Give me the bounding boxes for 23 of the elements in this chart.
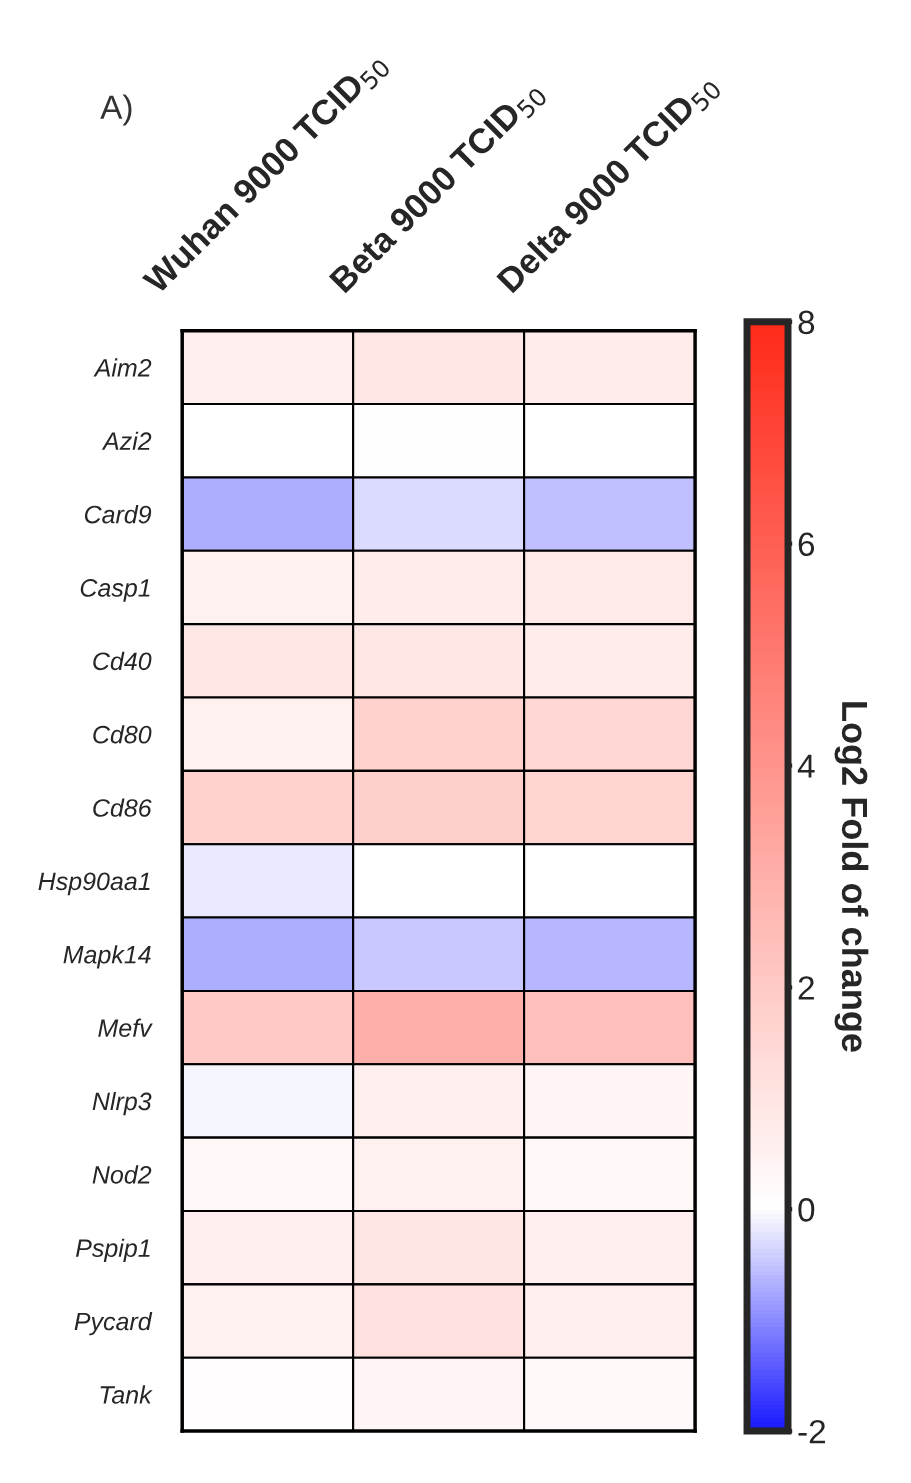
y-tick-label: Aim2: [93, 358, 152, 377]
y-tick-label: Cd86: [93, 798, 152, 817]
y-tick-label: Card9: [84, 505, 152, 524]
color-bar-label: 2: [798, 976, 814, 1000]
y-tick-label: Mefv: [98, 1018, 153, 1037]
y-tick-label: Hsp90aa1: [38, 872, 150, 896]
color-bar-title: Log2 Fold of change: [834, 702, 869, 1052]
y-tick-label: Casp1: [80, 579, 150, 602]
color-bar-label: 8: [798, 310, 815, 335]
y-tick-label: Nlrp3: [92, 1091, 152, 1116]
y-tick-label: Cd40: [93, 651, 152, 671]
y-tick-label: Pycard: [74, 1312, 153, 1336]
y-tick-label: Nod2: [92, 1165, 152, 1184]
color-bar-label: 0: [798, 1198, 815, 1222]
y-tick-label: Mapk14: [63, 945, 151, 969]
color-bar-label: 6: [798, 532, 815, 557]
color-bar-label: 4: [797, 754, 815, 778]
y-tick-label: Tank: [100, 1385, 153, 1404]
text: A): [100, 94, 132, 126]
y-tick-label: Pspip1: [75, 1238, 150, 1262]
y-tick-label: Azi2: [101, 431, 152, 450]
y-tick-label: Cd80: [93, 725, 152, 744]
color-bar-label: -2: [798, 1419, 826, 1444]
